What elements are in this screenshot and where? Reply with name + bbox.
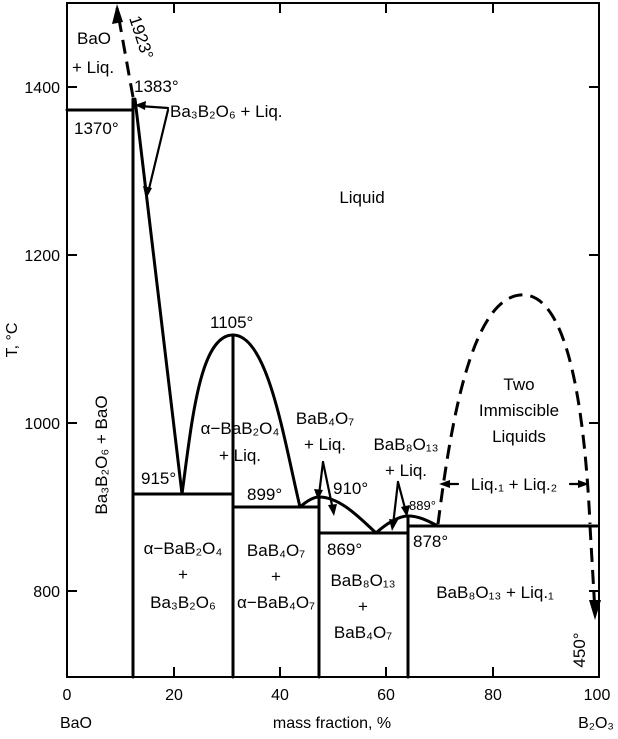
temp-878: 878° bbox=[413, 532, 448, 551]
phase-boundaries bbox=[65, 97, 599, 679]
x-tick-100: 100 bbox=[584, 687, 611, 704]
region-abab2o4-ba3b2o6-line2: + bbox=[178, 565, 188, 584]
x-right-component: B₂O₃ bbox=[578, 715, 614, 732]
temp-450: 450° bbox=[570, 632, 589, 667]
x-tick-0: 0 bbox=[63, 687, 72, 704]
x-tick-20: 20 bbox=[165, 687, 183, 704]
region-liq1-liq2: Liq.₁ + Liq.₂ bbox=[471, 475, 558, 494]
region-abab2o4-ba3b2o6-line3: Ba₃B₂O₆ bbox=[150, 593, 216, 612]
x-axis-label: mass fraction, % bbox=[273, 715, 391, 732]
region-bab8o13-bab4o7-line3: BaB₄O₇ bbox=[334, 623, 392, 642]
region-bab4o7-abab4o7-line2: + bbox=[271, 567, 281, 586]
region-bab8o13-liq1: BaB₈O₁₃ + Liq.₁ bbox=[436, 583, 554, 602]
x-left-component: BaO bbox=[60, 715, 92, 732]
y-tick-1400: 1400 bbox=[24, 80, 60, 97]
temp-1923: 1923° bbox=[125, 13, 157, 61]
y-tick-1000: 1000 bbox=[24, 416, 60, 433]
region-bab8o13-liq: BaB₈O₁₃ bbox=[373, 435, 438, 454]
region-two-liquids: Two bbox=[503, 375, 534, 394]
temp-889: 889° bbox=[409, 498, 436, 513]
y-tick-800: 800 bbox=[33, 584, 60, 601]
x-tick-60: 60 bbox=[377, 687, 395, 704]
y-tick-1200: 1200 bbox=[24, 248, 60, 265]
region-bab4o7-liq: BaB₄O₇ bbox=[296, 409, 354, 428]
region-bab4o7-abab4o7-line3: α−BaB₄O₇ bbox=[237, 593, 315, 612]
leader-arrows bbox=[135, 101, 589, 531]
region-bab4o7-abab4o7: BaB₄O₇ bbox=[247, 541, 305, 560]
region-abab2o4-ba3b2o6: α−BaB₂O₄ bbox=[144, 539, 223, 558]
y-axis-ticks bbox=[67, 86, 599, 592]
dashed-boundaries bbox=[115, 7, 597, 613]
temp-899: 899° bbox=[247, 485, 282, 504]
arrowheads bbox=[112, 4, 601, 620]
region-abab2o4-liq-line2: + Liq. bbox=[219, 446, 261, 465]
temp-915: 915° bbox=[141, 469, 176, 488]
region-bab8o13-bab4o7: BaB₈O₁₃ bbox=[330, 571, 395, 590]
region-liquid: Liquid bbox=[339, 188, 384, 207]
x-tick-80: 80 bbox=[484, 687, 502, 704]
x-tick-40: 40 bbox=[271, 687, 289, 704]
temp-1383: 1383° bbox=[134, 77, 179, 96]
temp-1370: 1370° bbox=[74, 119, 119, 138]
region-two-liquids-line2: Immiscible bbox=[479, 401, 559, 420]
y-axis-label: T, °C bbox=[4, 323, 21, 358]
temp-1105: 1105° bbox=[210, 313, 253, 332]
region-ba3b2o6-liq: Ba₃B₂O₆ + Liq. bbox=[170, 102, 283, 121]
region-bao-liq: BaO bbox=[77, 29, 111, 48]
region-abab2o4-liq: α−BaB₂O₄ bbox=[201, 419, 280, 438]
plot-frame bbox=[66, 2, 600, 678]
region-bao-liq-line2: + Liq. bbox=[72, 58, 114, 77]
x-axis-ticks bbox=[173, 3, 494, 677]
region-bab4o7-liq-line2: + Liq. bbox=[304, 435, 346, 454]
temp-910: 910° bbox=[333, 479, 368, 498]
temp-869: 869° bbox=[327, 540, 362, 559]
region-bab8o13-bab4o7-line2: + bbox=[358, 597, 368, 616]
region-two-liquids-line3: Liquids bbox=[492, 427, 546, 446]
region-bab8o13-liq-line2: + Liq. bbox=[385, 461, 427, 480]
region-ba3b2o6-bao: Ba₃B₂O₆ + BaO bbox=[92, 395, 111, 514]
